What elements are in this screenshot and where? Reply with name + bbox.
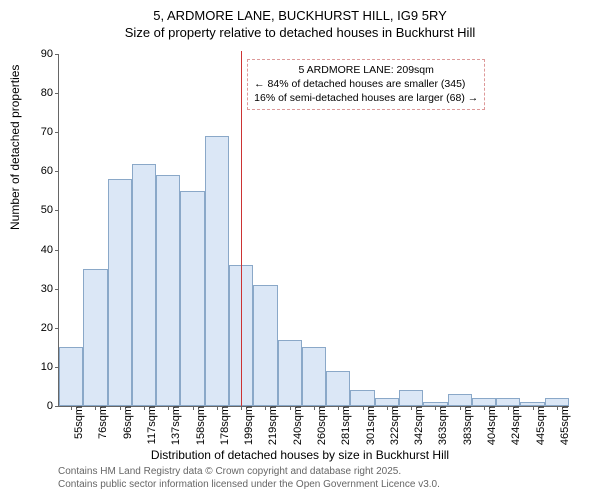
x-tick-label: 55sqm [67, 406, 85, 439]
x-tick-label: 322sqm [383, 406, 401, 445]
y-tick-mark [55, 328, 59, 329]
histogram-bar [326, 371, 350, 406]
x-tick-label: 96sqm [116, 406, 134, 439]
x-tick-label: 342sqm [407, 406, 425, 445]
footer-line-1: Contains HM Land Registry data © Crown c… [58, 466, 440, 479]
y-tick-label: 60 [23, 165, 59, 177]
x-tick-label: 240sqm [286, 406, 304, 445]
x-tick-label: 301sqm [359, 406, 377, 445]
x-tick-label: 219sqm [261, 406, 279, 445]
x-tick-label: 383sqm [456, 406, 474, 445]
x-tick-label: 117sqm [140, 406, 158, 444]
histogram-bar [302, 347, 326, 406]
reference-callout: 5 ARDMORE LANE: 209sqm← 84% of detached … [247, 59, 485, 110]
y-tick-mark [55, 289, 59, 290]
y-tick-label: 70 [23, 126, 59, 138]
y-tick-mark [55, 250, 59, 251]
reference-line [241, 54, 242, 406]
x-tick-label: 158sqm [189, 406, 207, 445]
callout-line: ← 84% of detached houses are smaller (34… [254, 77, 478, 91]
histogram-bar [59, 347, 83, 406]
chart-container: 5, ARDMORE LANE, BUCKHURST HILL, IG9 5RY… [0, 0, 600, 500]
reference-line-extension [241, 51, 242, 54]
y-tick-label: 90 [23, 48, 59, 60]
histogram-bar [350, 390, 374, 406]
y-tick-label: 40 [23, 244, 59, 256]
y-tick-mark [55, 132, 59, 133]
x-tick-label: 178sqm [213, 406, 231, 445]
y-tick-label: 10 [23, 361, 59, 373]
y-tick-label: 20 [23, 322, 59, 334]
histogram-bar [132, 164, 156, 406]
histogram-bar [180, 191, 204, 406]
y-tick-mark [55, 210, 59, 211]
chart-title-sub: Size of property relative to detached ho… [0, 25, 600, 42]
histogram-bar [375, 398, 399, 406]
x-axis-label: Distribution of detached houses by size … [0, 448, 600, 462]
y-tick-mark [55, 54, 59, 55]
x-tick-label: 260sqm [310, 406, 328, 445]
histogram-bar [399, 390, 423, 406]
histogram-bar [545, 398, 569, 406]
x-tick-label: 404sqm [480, 406, 498, 445]
chart-title-main: 5, ARDMORE LANE, BUCKHURST HILL, IG9 5RY [0, 8, 600, 25]
callout-line: 16% of semi-detached houses are larger (… [254, 91, 478, 105]
histogram-bar [472, 398, 496, 406]
chart-footer: Contains HM Land Registry data © Crown c… [58, 466, 440, 491]
histogram-bar [448, 394, 472, 406]
histogram-bar [496, 398, 520, 406]
y-tick-label: 80 [23, 87, 59, 99]
x-tick-label: 465sqm [553, 406, 571, 445]
y-tick-label: 0 [23, 400, 59, 412]
y-tick-mark [55, 406, 59, 407]
x-tick-label: 445sqm [529, 406, 547, 445]
y-axis-label: Number of detached properties [8, 65, 22, 230]
footer-line-2: Contains public sector information licen… [58, 479, 440, 492]
histogram-bar [156, 175, 180, 406]
y-tick-label: 50 [23, 204, 59, 216]
chart-title-block: 5, ARDMORE LANE, BUCKHURST HILL, IG9 5RY… [0, 0, 600, 42]
x-tick-label: 199sqm [237, 406, 255, 445]
y-tick-mark [55, 171, 59, 172]
histogram-bar [278, 340, 302, 406]
x-tick-label: 424sqm [504, 406, 522, 445]
histogram-bar [205, 136, 229, 406]
callout-line: 5 ARDMORE LANE: 209sqm [254, 63, 478, 77]
x-tick-label: 281sqm [334, 406, 352, 445]
y-tick-mark [55, 93, 59, 94]
x-tick-label: 76sqm [91, 406, 109, 439]
y-tick-label: 30 [23, 283, 59, 295]
histogram-bar [253, 285, 277, 406]
x-tick-label: 363sqm [431, 406, 449, 445]
x-tick-label: 137sqm [164, 406, 182, 445]
histogram-bar [108, 179, 132, 406]
histogram-bar [83, 269, 107, 406]
plot-area: 010203040506070809055sqm76sqm96sqm117sqm… [58, 54, 569, 407]
